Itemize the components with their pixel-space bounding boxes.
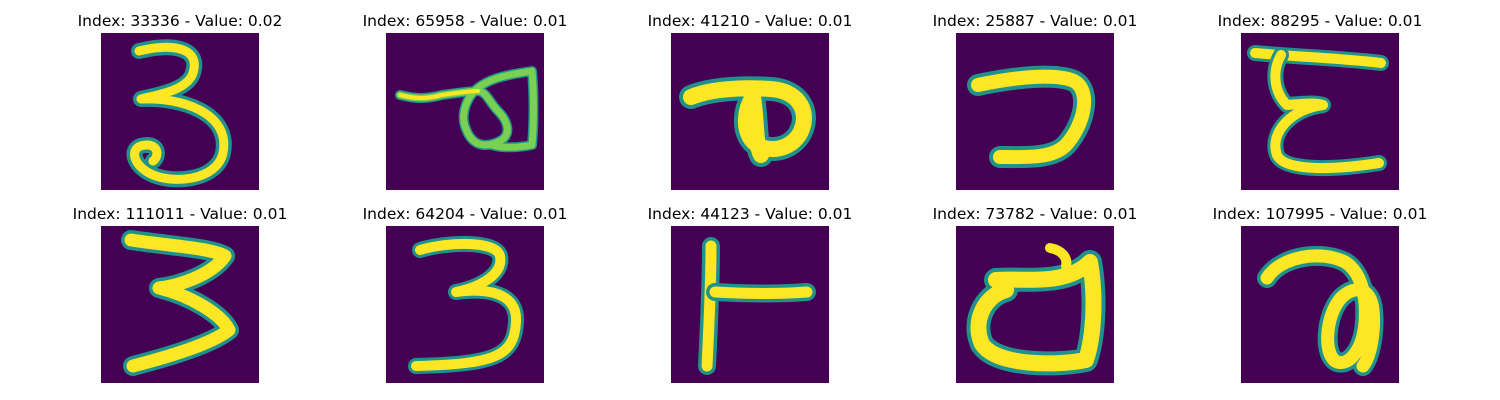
panel-title: Index: 111011 - Value: 0.01 xyxy=(72,205,288,223)
epsilon-bar-icon xyxy=(1241,33,1399,190)
three-curl-icon xyxy=(101,33,259,190)
panel: Index: 64204 - Value: 0.01 xyxy=(350,205,580,385)
panel-title: Index: 44123 - Value: 0.01 xyxy=(647,205,853,223)
panel: Index: 44123 - Value: 0.01 xyxy=(635,205,865,385)
panel: Index: 41210 - Value: 0.01 xyxy=(635,12,865,192)
panel: Index: 111011 - Value: 0.01 xyxy=(65,205,295,385)
panel-title: Index: 65958 - Value: 0.01 xyxy=(362,12,568,30)
panel: Index: 65958 - Value: 0.01 xyxy=(350,12,580,192)
panel-title: Index: 73782 - Value: 0.01 xyxy=(932,205,1138,223)
p-loop-icon xyxy=(671,33,829,190)
d-loop-icon xyxy=(956,226,1114,383)
panel-title: Index: 33336 - Value: 0.02 xyxy=(77,12,283,30)
panel-title: Index: 41210 - Value: 0.01 xyxy=(647,12,853,30)
three-flat-icon xyxy=(386,226,544,383)
panel-title: Index: 25887 - Value: 0.01 xyxy=(932,12,1138,30)
panel-title: Index: 88295 - Value: 0.01 xyxy=(1217,12,1423,30)
panel-title: Index: 107995 - Value: 0.01 xyxy=(1212,205,1428,223)
panel: Index: 107995 - Value: 0.01 xyxy=(1205,205,1435,385)
hook-seven-icon xyxy=(956,33,1114,190)
t-sideways-icon xyxy=(671,226,829,383)
panel: Index: 33336 - Value: 0.02 xyxy=(65,12,295,192)
flag-loop-icon xyxy=(386,33,544,190)
panel: Index: 25887 - Value: 0.01 xyxy=(920,12,1150,192)
panel: Index: 88295 - Value: 0.01 xyxy=(1205,12,1435,192)
a-loop-icon xyxy=(1241,226,1399,383)
panel-title: Index: 64204 - Value: 0.01 xyxy=(362,205,568,223)
panel: Index: 73782 - Value: 0.01 xyxy=(920,205,1150,385)
three-zigzag-icon xyxy=(101,226,259,383)
